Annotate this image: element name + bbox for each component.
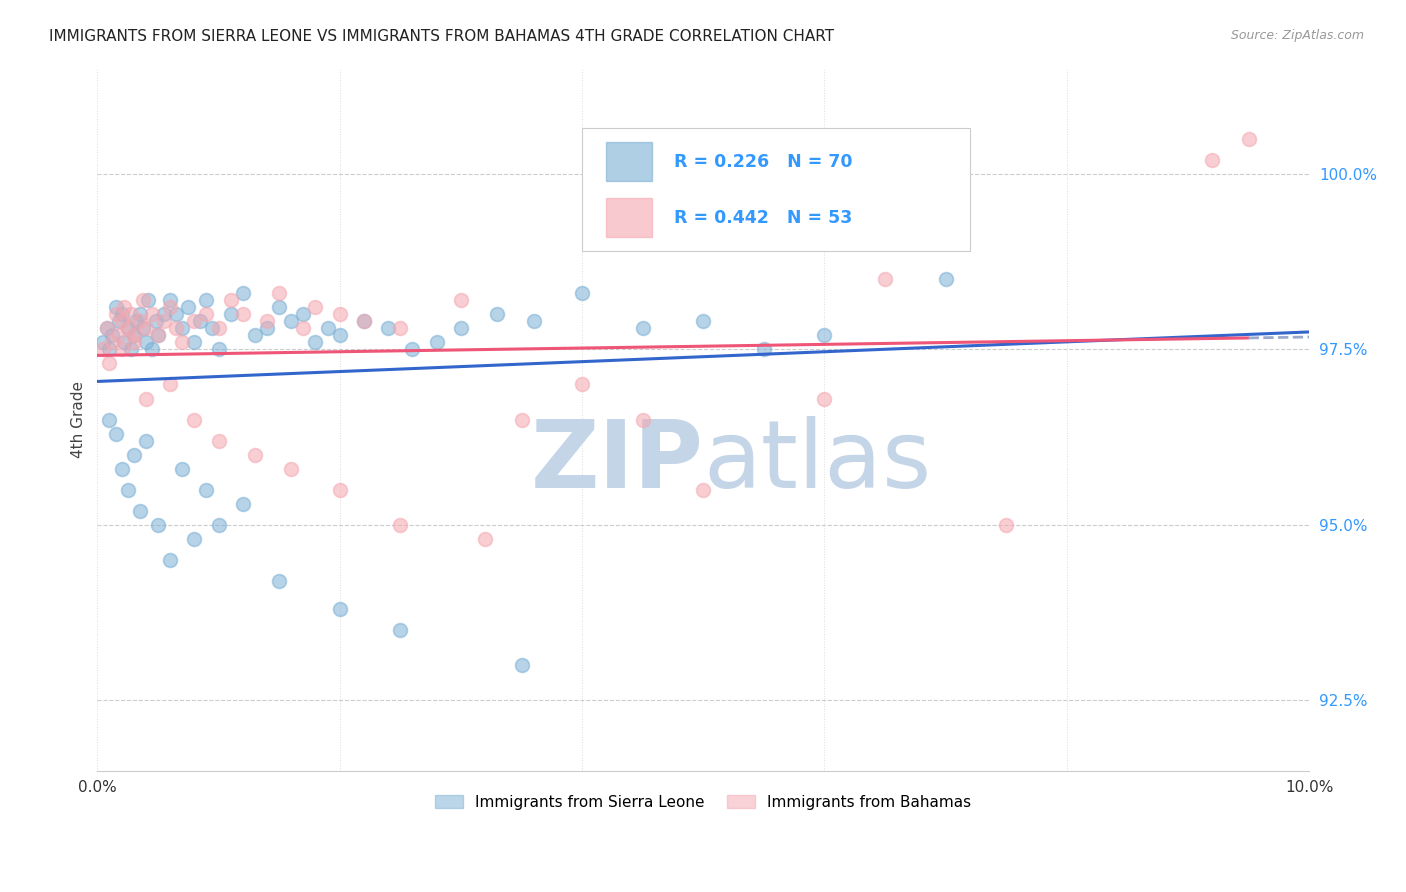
- Text: ZIP: ZIP: [530, 416, 703, 508]
- Text: R = 0.226   N = 70: R = 0.226 N = 70: [675, 153, 852, 170]
- Text: atlas: atlas: [703, 416, 932, 508]
- FancyBboxPatch shape: [582, 128, 970, 251]
- Y-axis label: 4th Grade: 4th Grade: [72, 381, 86, 458]
- FancyBboxPatch shape: [606, 198, 652, 237]
- FancyBboxPatch shape: [606, 142, 652, 181]
- Text: R = 0.442   N = 53: R = 0.442 N = 53: [675, 209, 852, 227]
- Text: Source: ZipAtlas.com: Source: ZipAtlas.com: [1230, 29, 1364, 42]
- Legend: Immigrants from Sierra Leone, Immigrants from Bahamas: Immigrants from Sierra Leone, Immigrants…: [429, 789, 977, 815]
- Text: IMMIGRANTS FROM SIERRA LEONE VS IMMIGRANTS FROM BAHAMAS 4TH GRADE CORRELATION CH: IMMIGRANTS FROM SIERRA LEONE VS IMMIGRAN…: [49, 29, 834, 44]
